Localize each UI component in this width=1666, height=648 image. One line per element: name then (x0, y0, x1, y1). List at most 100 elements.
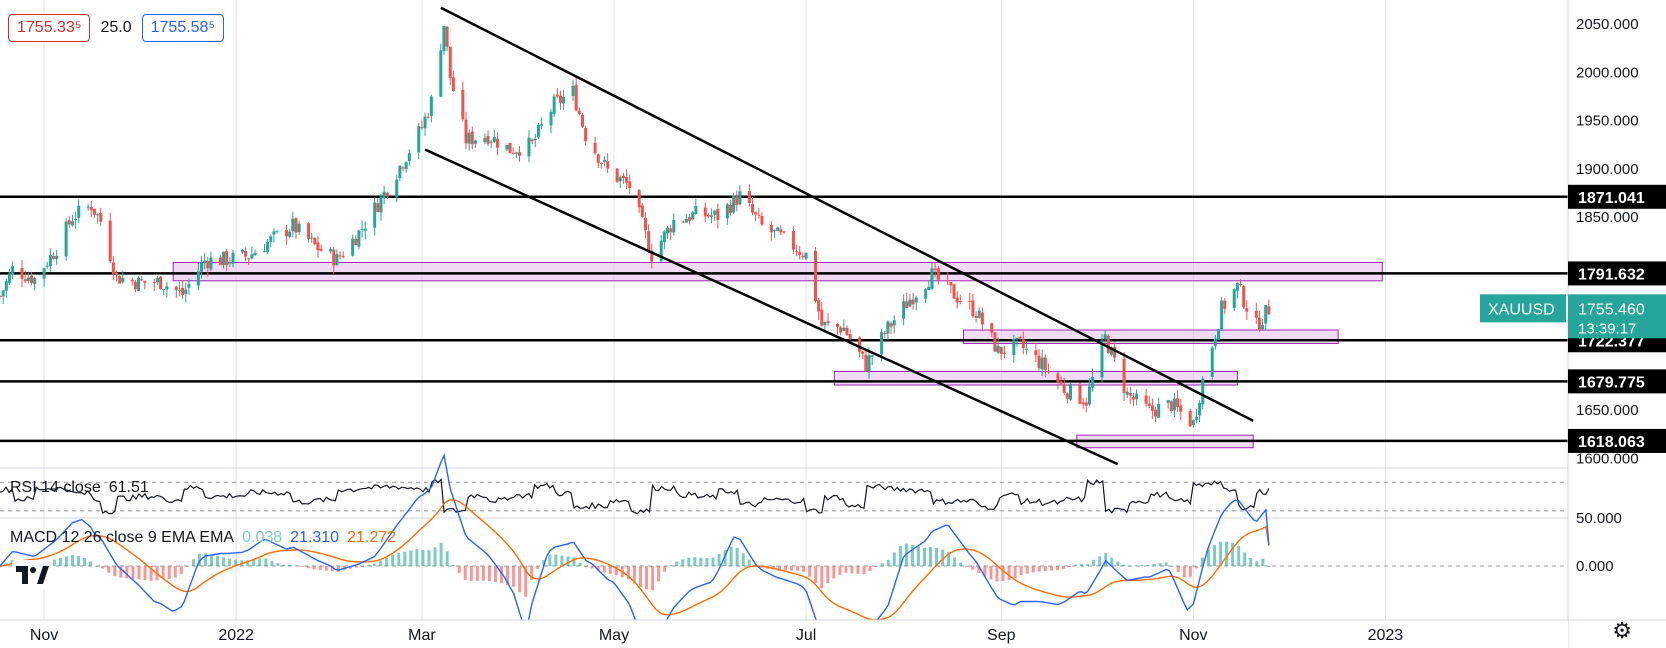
candle-body (511, 152, 515, 154)
candle-body (137, 277, 141, 291)
candle-body (420, 127, 424, 129)
horizontal-levels (0, 195, 1568, 443)
candle-body (297, 223, 301, 233)
macd-hist-bar (312, 566, 316, 570)
candle-body (1257, 317, 1261, 331)
candle-body (319, 248, 323, 251)
candle-body (351, 238, 355, 256)
candle-body (691, 212, 695, 220)
sell-price-button[interactable]: 1755.33⁵ (8, 14, 91, 42)
candle-body (108, 220, 112, 262)
candle-body (643, 217, 647, 231)
macd-hist-bar (95, 565, 99, 567)
macd-hist-bar (1146, 564, 1150, 566)
rsi-value: 61.51 (108, 479, 149, 496)
macd-hist-bar (379, 560, 383, 566)
rsi-legend[interactable]: RSI 14 close 61.51 (10, 479, 149, 497)
candle-body (1103, 334, 1107, 340)
candle-body (577, 110, 581, 114)
candle-body (398, 166, 402, 178)
time-tick-label: Sep (987, 627, 1016, 644)
candle-body (1154, 409, 1158, 417)
buy-price-button[interactable]: 1755.58⁵ (141, 14, 225, 42)
macd-pane (0, 453, 1568, 648)
candle-body (26, 277, 30, 282)
macd-hist-bar (1152, 564, 1156, 566)
macd-hist-bar (318, 566, 322, 571)
candle-body (89, 206, 93, 211)
macd-hist-bar (880, 563, 884, 566)
candle-body (121, 277, 125, 283)
candle-body (285, 230, 289, 237)
candle-body (1128, 392, 1132, 396)
candle-body (96, 214, 100, 216)
macd-hist-bar (451, 564, 455, 566)
candle-body (552, 96, 556, 114)
candle-body (118, 275, 122, 284)
macd-hist-bar (657, 566, 661, 582)
candle-body (798, 251, 802, 255)
candle-body (1059, 381, 1063, 384)
candle-body (549, 111, 553, 126)
candle-body (203, 260, 207, 263)
candle-body (48, 255, 52, 267)
macd-hist-bar (717, 554, 721, 566)
candle-body (760, 215, 764, 225)
candle-body (1235, 282, 1239, 291)
macd-hist-bar (348, 566, 352, 569)
macd-hist-bar (83, 557, 87, 566)
tradingview-logo[interactable] (12, 560, 52, 590)
candle-body (329, 248, 333, 252)
candle-body (360, 228, 364, 230)
candle-body (294, 218, 298, 233)
candle-body (757, 214, 761, 216)
macd-hist-bar (409, 550, 413, 566)
trade-bar: 1755.33⁵ 25.0 1755.58⁵ (8, 14, 225, 42)
macd-hist-bar (131, 566, 135, 579)
candle-body (196, 271, 200, 286)
macd-hist-bar (457, 566, 461, 574)
macd-legend[interactable]: MACD 12 26 close 9 EMA EMA 0.038 21.310 21.… (10, 529, 396, 547)
candle-body (905, 301, 909, 308)
candle-body (659, 240, 663, 262)
macd-hist-bar (1200, 557, 1204, 566)
candle-body (473, 140, 477, 144)
candle-body (650, 250, 654, 262)
candle-body (681, 221, 685, 223)
candle-body (174, 286, 178, 291)
macd-hist-bar (415, 549, 419, 566)
gear-icon[interactable]: ⚙ (1612, 618, 1632, 643)
candle-body (52, 256, 56, 259)
grid (43, 0, 1386, 620)
time-tick-label: Nov (30, 627, 58, 644)
candle-body (165, 286, 169, 290)
candle-body (813, 250, 817, 301)
countdown-value: 13:39:17 (1578, 320, 1636, 337)
time-tick-label: Mar (408, 627, 436, 644)
time-axis-bg (0, 620, 1568, 648)
macd-hist-bar (324, 566, 328, 571)
candle-body (1037, 355, 1041, 369)
candle-body (1150, 405, 1154, 411)
macd-hist-bar (4, 562, 8, 566)
candle-body (111, 262, 115, 275)
candle-body (924, 289, 928, 299)
candle-body (558, 95, 562, 103)
candle-body (795, 251, 799, 253)
price-badge-bg (1568, 294, 1666, 339)
macd-hist-bar (783, 566, 787, 571)
macd-hist-bar (530, 566, 534, 580)
candle-body (354, 238, 358, 246)
macd-hist-bar (433, 547, 437, 566)
candle-body (250, 254, 254, 259)
macd-hist-bar (1249, 558, 1253, 566)
candle-body (779, 229, 783, 233)
candle-body (159, 276, 163, 290)
macd-hist-bar (796, 566, 800, 571)
candle-body (262, 251, 266, 253)
macd-hist-bar (723, 550, 727, 566)
candle-body (933, 268, 937, 270)
candle-body (858, 337, 862, 352)
candle-body (706, 214, 710, 217)
